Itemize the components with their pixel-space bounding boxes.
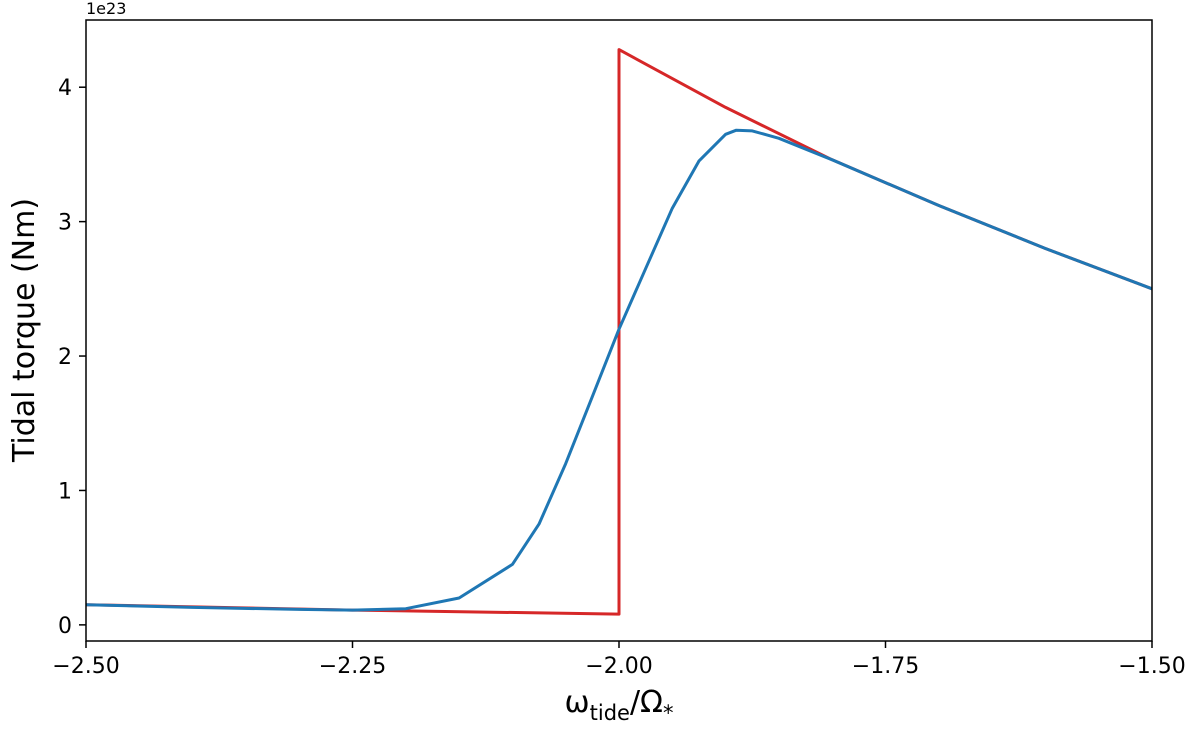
x-axis-label-mid: /Ω [630,685,663,720]
y-tick-label: 0 [58,614,72,639]
series-line-2 [85,128,1153,612]
x-tick-label: −2.25 [319,654,386,679]
series-layer [85,48,1153,616]
y-tick-label: 4 [58,76,72,101]
x-axis-label-sub2: * [663,701,674,725]
y-tick-label: 2 [58,345,72,370]
x-tick-label: −1.75 [852,654,919,679]
x-tick-label: −2.00 [585,654,652,679]
x-axis-ticks: −2.50 −2.25 −2.00 −1.75 −1.50 [52,641,1186,679]
x-axis-label-omega: ω [565,685,590,720]
x-tick-label: −1.50 [1118,654,1185,679]
y-tick-label: 3 [58,211,72,236]
x-tick-label: −2.50 [52,654,119,679]
y-axis-label: Tidal torque (Nm) [7,198,42,463]
y-tick-label: 1 [58,479,72,504]
x-axis-label-sub: tide [590,701,630,725]
y-axis-ticks: 0 1 2 3 4 [58,76,86,639]
plot-area [85,19,1153,642]
x-axis-label: ωtide/Ω* [565,685,674,725]
y-offset-text: 1e23 [86,0,126,18]
